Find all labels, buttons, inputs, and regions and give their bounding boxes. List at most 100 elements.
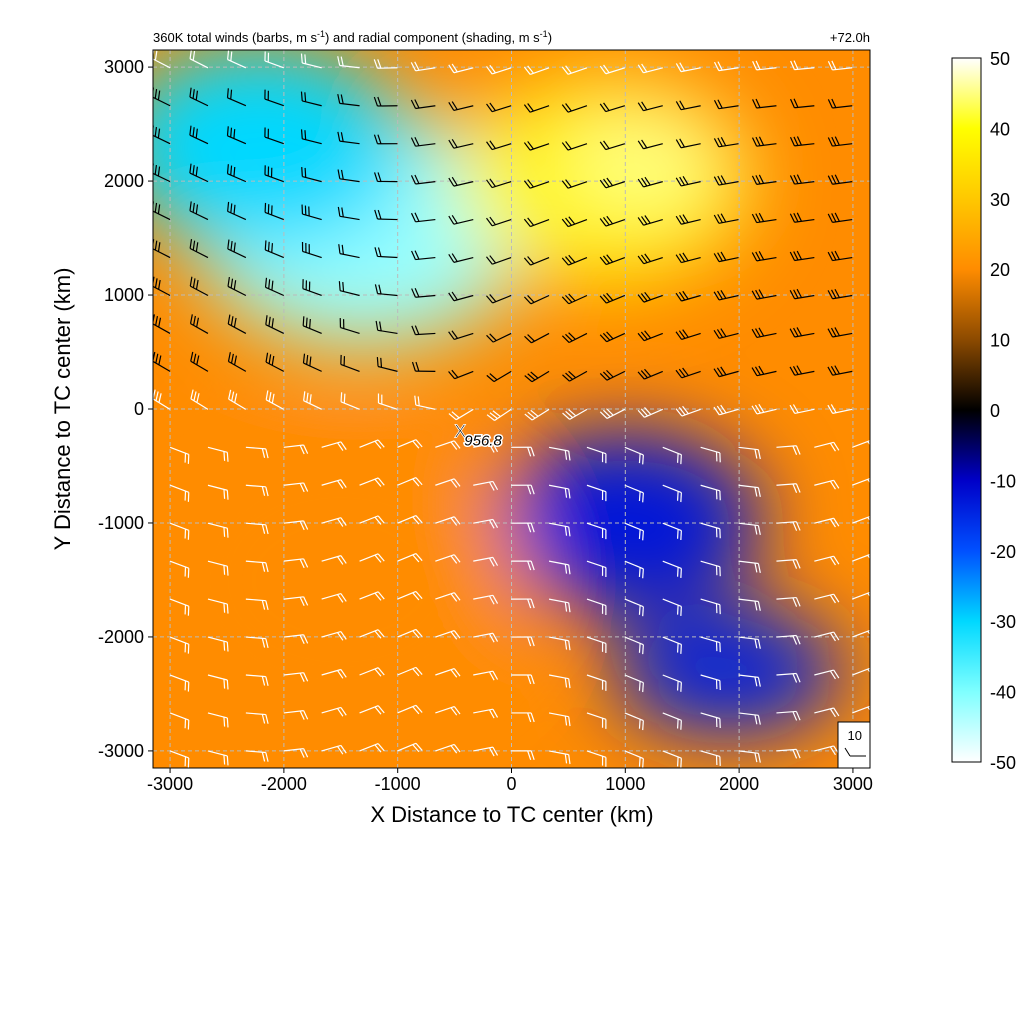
reference-barb-label: 10 xyxy=(848,728,862,743)
wind-barb xyxy=(637,407,663,418)
wind-barb xyxy=(227,201,247,221)
wind-barb xyxy=(189,314,209,334)
wind-barb xyxy=(827,60,853,71)
wind-barb xyxy=(637,291,663,303)
wind-barb xyxy=(397,552,423,563)
wind-barb xyxy=(752,98,777,109)
wind-barb xyxy=(700,560,721,577)
wind-barb xyxy=(359,553,385,563)
wind-barb xyxy=(397,590,423,601)
wind-barb xyxy=(852,477,870,486)
wind-barb xyxy=(561,141,588,151)
y-tick-label: 0 xyxy=(134,399,144,419)
wind-barb xyxy=(227,314,247,334)
wind-barb xyxy=(548,446,571,461)
wind-barb xyxy=(637,101,663,112)
wind-barb xyxy=(300,129,322,145)
wind-barb xyxy=(435,478,461,488)
wind-barb xyxy=(599,102,626,113)
wind-barb xyxy=(624,636,644,655)
wind-barb xyxy=(337,169,360,183)
wind-barb xyxy=(207,522,229,538)
wind-barb xyxy=(228,389,247,410)
wind-barb xyxy=(814,631,840,642)
colorbar-tick-label: -30 xyxy=(990,612,1016,632)
wind-barb xyxy=(473,556,499,567)
wind-barb xyxy=(776,672,801,683)
x-tick-label: 2000 xyxy=(719,774,759,794)
wind-barb xyxy=(337,56,360,69)
wind-barb xyxy=(561,216,588,228)
wind-barb xyxy=(435,592,461,602)
y-tick-label: 2000 xyxy=(104,171,144,191)
wind-barb xyxy=(435,440,461,450)
wind-barb xyxy=(738,712,761,725)
wind-barb xyxy=(561,254,588,266)
wind-barb xyxy=(752,60,777,71)
wind-barb xyxy=(338,281,360,297)
wind-barb xyxy=(637,139,663,150)
wind-barb xyxy=(245,598,269,611)
wind-barb xyxy=(624,446,644,465)
wind-barb xyxy=(700,484,721,501)
wind-barb xyxy=(511,560,535,571)
wind-barb xyxy=(227,239,247,259)
wind-barb xyxy=(227,276,247,297)
wind-barb xyxy=(662,522,682,541)
wind-barb xyxy=(789,404,815,414)
wind-barb xyxy=(511,750,535,761)
wind-barb xyxy=(713,213,739,224)
wind-barb xyxy=(662,560,682,578)
wind-barb xyxy=(486,178,512,189)
wind-barb xyxy=(169,560,190,578)
wind-barb xyxy=(337,206,360,221)
wind-barb xyxy=(373,96,398,107)
wind-barb xyxy=(486,216,512,227)
colorbar-tick-label: -10 xyxy=(990,471,1016,491)
wind-barb xyxy=(586,560,607,578)
x-tick-label: -2000 xyxy=(261,774,307,794)
wind-barb xyxy=(411,288,436,298)
wind-barb xyxy=(207,560,229,576)
wind-barb xyxy=(814,707,840,718)
wind-barb xyxy=(624,750,644,768)
chart-title: 360K total winds (barbs, m s-1) and radi… xyxy=(153,29,552,45)
wind-barb xyxy=(675,252,701,264)
colorbar-tick-label: -20 xyxy=(990,542,1016,562)
wind-barb xyxy=(789,136,815,147)
wind-barb xyxy=(302,353,322,372)
wind-barb xyxy=(675,367,701,379)
wind-barb xyxy=(827,212,853,223)
wind-barb xyxy=(511,674,535,685)
wind-barb xyxy=(523,141,550,151)
wind-barb xyxy=(435,554,461,564)
wind-barb xyxy=(169,750,190,768)
wind-barb xyxy=(562,408,588,420)
wind-barb xyxy=(852,515,870,524)
wind-barb xyxy=(283,558,309,569)
y-axis-title: Y Distance to TC center (km) xyxy=(50,268,75,551)
wind-barb xyxy=(226,88,247,107)
wind-barb xyxy=(321,630,347,641)
wind-barb xyxy=(339,318,360,335)
wind-barb xyxy=(524,370,550,383)
wind-barb xyxy=(738,674,761,687)
wind-barb xyxy=(448,214,474,225)
wind-barb xyxy=(301,241,322,259)
wind-barb xyxy=(448,139,474,149)
wind-barb xyxy=(300,91,322,107)
wind-barb xyxy=(700,674,721,691)
wind-barb xyxy=(486,255,512,265)
wind-barb xyxy=(321,555,347,565)
wind-barb xyxy=(189,163,209,183)
wind-barb xyxy=(397,477,423,487)
wind-barb xyxy=(599,64,626,75)
wind-barb xyxy=(751,289,777,300)
wind-barb xyxy=(245,712,269,724)
wind-barb xyxy=(599,408,626,419)
wind-barb xyxy=(227,50,247,69)
wind-barb xyxy=(789,365,815,376)
wind-barb xyxy=(790,60,815,71)
wind-barb xyxy=(738,598,761,611)
wind-barb xyxy=(189,201,209,221)
